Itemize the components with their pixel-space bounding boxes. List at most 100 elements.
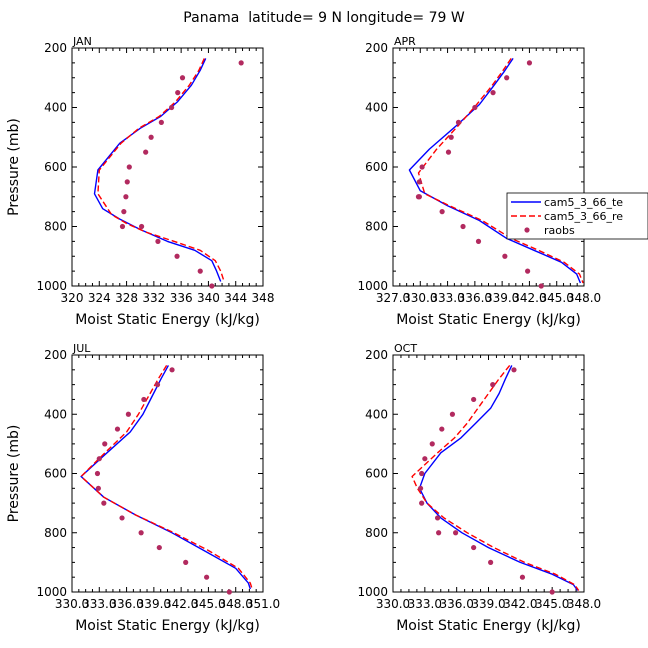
- raobs-point: [416, 179, 422, 185]
- y-tick-label: 600: [44, 160, 67, 174]
- raobs-point: [439, 209, 445, 215]
- raobs-point: [143, 149, 149, 155]
- raobs-point: [94, 470, 101, 477]
- y-axis-title: Pressure (mb): [6, 425, 22, 523]
- raobs-point: [490, 382, 496, 388]
- series-line-cam5-3-66-re: [411, 364, 580, 591]
- raobs-point: [422, 456, 428, 462]
- raobs-point: [417, 485, 424, 491]
- x-tick-label: 328: [115, 291, 138, 305]
- x-tick-label: 342.0: [503, 597, 537, 611]
- raobs-point: [126, 164, 132, 170]
- raobs-point: [154, 382, 161, 388]
- x-tick-label: 351.0: [246, 597, 280, 611]
- raobs-point: [488, 559, 494, 565]
- y-tick-label: 1000: [36, 585, 67, 599]
- raobs-point: [197, 268, 203, 274]
- raobs-point: [102, 441, 108, 447]
- x-tick-label: 339.0: [471, 597, 505, 611]
- x-tick-label: 339.0: [485, 291, 519, 305]
- raobs-point: [204, 574, 210, 580]
- y-tick-label: 1000: [36, 279, 67, 293]
- y-tick-label: 400: [44, 407, 67, 421]
- raobs-point: [475, 238, 482, 244]
- raobs-point: [174, 253, 180, 259]
- raobs-point: [538, 283, 544, 289]
- raobs-point: [455, 119, 462, 125]
- y-tick-label: 600: [365, 160, 388, 174]
- raobs-point: [95, 485, 101, 491]
- y-tick-label: 800: [44, 526, 67, 540]
- x-tick-label: 330.0: [403, 291, 437, 305]
- panel-label: JAN: [72, 35, 92, 48]
- raobs-point: [238, 60, 244, 66]
- raobs-point: [416, 194, 422, 200]
- x-tick-label: 348.0: [567, 291, 601, 305]
- panel-label: JUL: [72, 342, 91, 355]
- raobs-point: [124, 179, 130, 185]
- raobs-point: [125, 411, 131, 417]
- raobs-point: [101, 500, 107, 506]
- raobs-point: [449, 411, 456, 417]
- x-axis-title: Moist Static Energy (kJ/kg): [396, 618, 581, 634]
- raobs-point: [156, 544, 162, 551]
- x-tick-label: 340: [197, 291, 220, 305]
- y-tick-label: 200: [365, 41, 388, 55]
- y-tick-label: 800: [365, 526, 388, 540]
- raobs-point: [138, 223, 145, 230]
- x-tick-label: 345.0: [535, 597, 569, 611]
- panel-label: APR: [394, 35, 416, 48]
- x-tick-label: 342.0: [164, 597, 198, 611]
- legend-label: cam5_3_66_re: [544, 210, 623, 223]
- raobs-point: [121, 209, 127, 215]
- raobs-point: [434, 515, 441, 521]
- raobs-point: [114, 426, 121, 432]
- panel-jul: 330.0333.0336.0339.0342.0345.0348.0351.0…: [6, 342, 280, 634]
- x-tick-label: 342.0: [512, 291, 546, 305]
- raobs-point: [209, 283, 215, 289]
- y-tick-label: 600: [365, 467, 388, 481]
- y-tick-label: 400: [44, 101, 67, 115]
- raobs-point: [419, 500, 425, 506]
- y-tick-label: 800: [44, 220, 67, 234]
- x-tick-label: 324: [88, 291, 111, 305]
- y-tick-label: 200: [44, 348, 67, 362]
- legend-marker-raobs: [524, 227, 530, 233]
- raobs-point: [471, 396, 477, 403]
- x-tick-label: 333.0: [82, 597, 116, 611]
- raobs-point: [141, 396, 147, 403]
- x-axis-title: Moist Static Energy (kJ/kg): [396, 312, 581, 328]
- legend-label: raobs: [544, 224, 575, 237]
- raobs-point: [226, 589, 232, 595]
- raobs-point: [179, 75, 186, 81]
- legend-label: cam5_3_66_te: [544, 196, 623, 209]
- x-tick-label: 348: [252, 291, 275, 305]
- raobs-point: [96, 456, 102, 462]
- x-tick-label: 336.0: [439, 597, 473, 611]
- series-line-cam5-3-66-re: [80, 365, 253, 590]
- figure-title: Panama latitude= 9 N longitude= 79 W: [183, 10, 465, 26]
- raobs-point: [175, 90, 181, 96]
- y-tick-label: 1000: [357, 279, 388, 293]
- raobs-point: [519, 574, 526, 580]
- x-tick-label: 327.0: [376, 291, 410, 305]
- x-tick-label: 345.0: [540, 291, 574, 305]
- raobs-point: [419, 470, 425, 477]
- raobs-point: [138, 530, 144, 536]
- y-tick-label: 200: [365, 348, 388, 362]
- y-tick-label: 1000: [357, 585, 388, 599]
- y-axis-title: Pressure (mb): [6, 118, 22, 216]
- x-axis-title: Moist Static Energy (kJ/kg): [75, 312, 260, 328]
- x-tick-label: 348.0: [219, 597, 253, 611]
- raobs-point: [419, 164, 425, 170]
- raobs-point: [148, 134, 154, 140]
- raobs-point: [525, 268, 531, 274]
- series-line-cam5-3-66-te: [80, 365, 251, 590]
- x-tick-label: 336.0: [458, 291, 492, 305]
- raobs-point: [448, 134, 454, 140]
- raobs-point: [490, 90, 496, 96]
- series-line-cam5-3-66-te: [93, 58, 222, 282]
- panel-label: OCT: [394, 342, 417, 355]
- raobs-point: [445, 149, 452, 155]
